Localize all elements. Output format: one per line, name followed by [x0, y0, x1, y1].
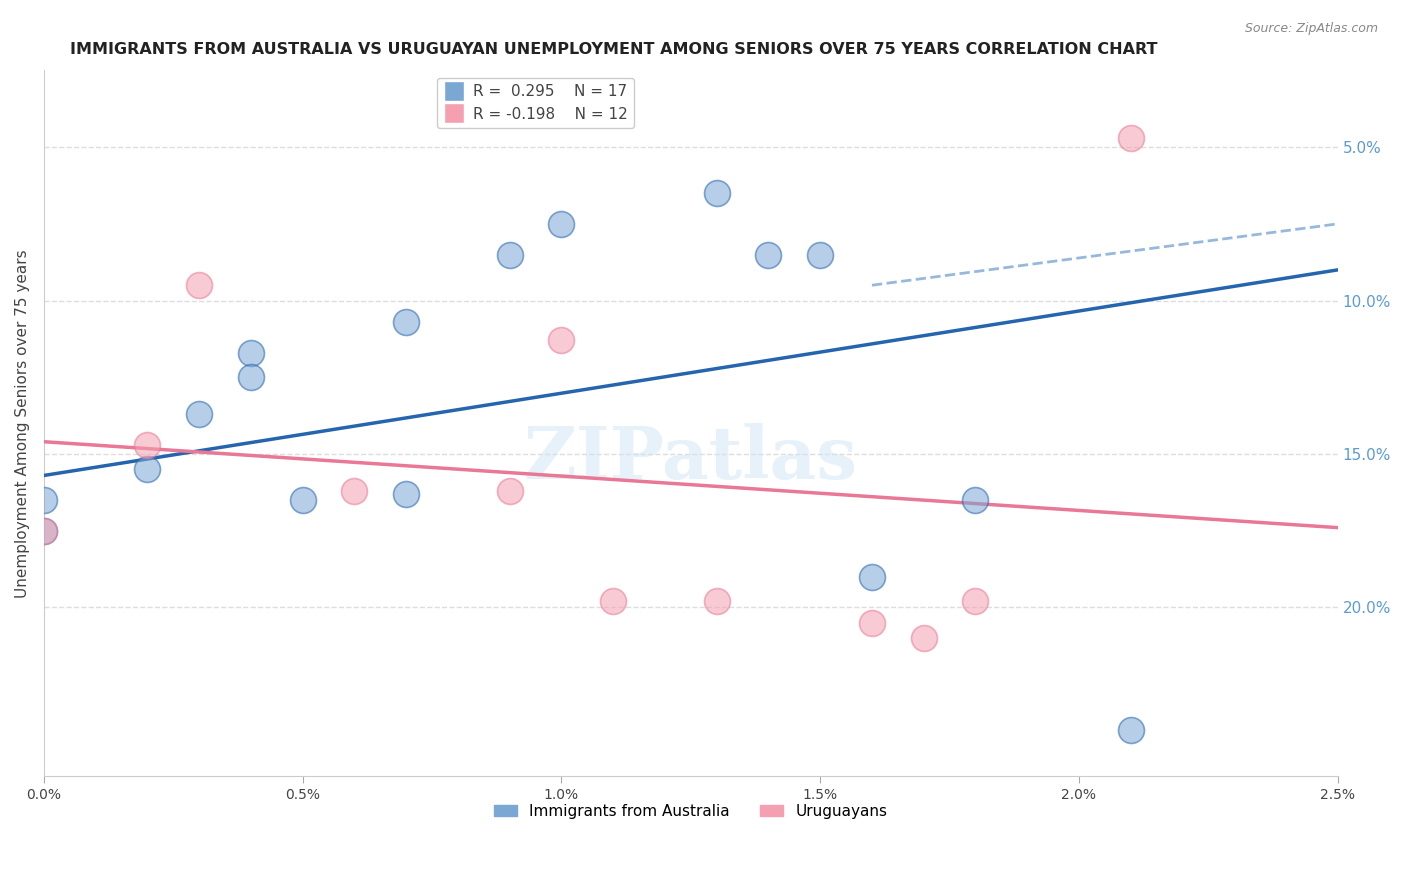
Text: ZIPatlas: ZIPatlas — [524, 423, 858, 494]
Point — [32, 493, 55, 508]
Point — [343, 483, 366, 498]
Point — [136, 462, 159, 476]
Point — [136, 438, 159, 452]
Point — [912, 631, 935, 645]
Point — [188, 407, 211, 421]
Point — [965, 594, 987, 608]
Point — [499, 247, 522, 261]
Point — [1119, 131, 1142, 145]
Point — [32, 524, 55, 538]
Point — [808, 247, 831, 261]
Point — [860, 615, 883, 630]
Point — [32, 524, 55, 538]
Point — [1119, 723, 1142, 738]
Y-axis label: Unemployment Among Seniors over 75 years: Unemployment Among Seniors over 75 years — [15, 249, 30, 598]
Point — [860, 570, 883, 584]
Point — [291, 493, 314, 508]
Legend: Immigrants from Australia, Uruguayans: Immigrants from Australia, Uruguayans — [488, 797, 894, 825]
Point — [239, 345, 262, 359]
Point — [550, 334, 572, 348]
Point — [602, 594, 624, 608]
Point — [706, 186, 728, 201]
Text: Source: ZipAtlas.com: Source: ZipAtlas.com — [1244, 22, 1378, 36]
Point — [550, 217, 572, 231]
Point — [239, 370, 262, 384]
Point — [758, 247, 780, 261]
Point — [395, 487, 418, 501]
Point — [499, 483, 522, 498]
Point — [706, 594, 728, 608]
Point — [395, 315, 418, 329]
Text: IMMIGRANTS FROM AUSTRALIA VS URUGUAYAN UNEMPLOYMENT AMONG SENIORS OVER 75 YEARS : IMMIGRANTS FROM AUSTRALIA VS URUGUAYAN U… — [70, 42, 1157, 57]
Point — [965, 493, 987, 508]
Point — [188, 278, 211, 293]
